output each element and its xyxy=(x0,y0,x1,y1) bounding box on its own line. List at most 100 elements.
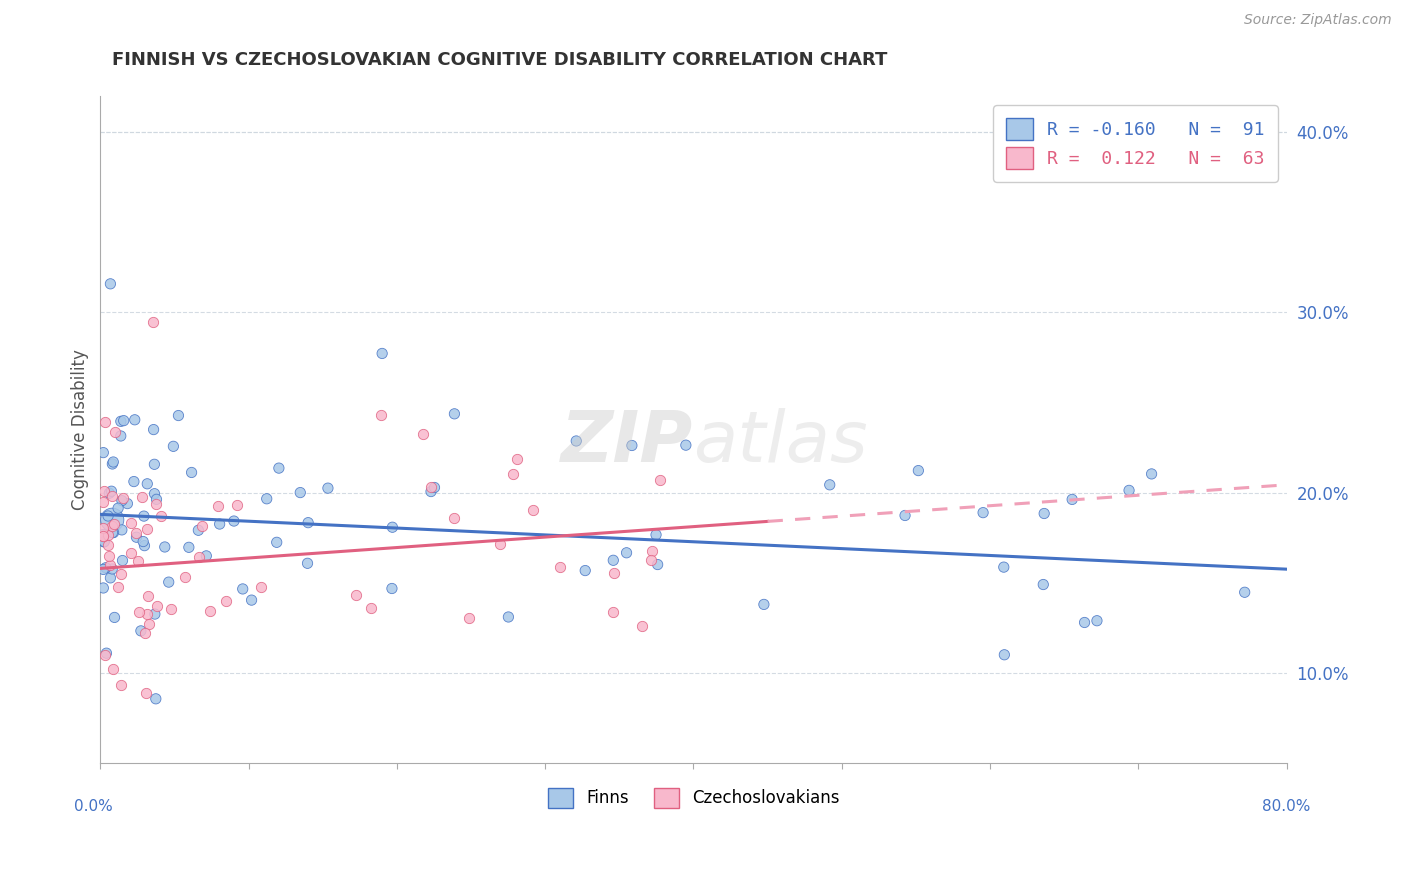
Point xyxy=(1140,467,1163,481)
Point xyxy=(136,589,159,603)
Point xyxy=(616,546,638,560)
Point xyxy=(647,558,669,572)
Point xyxy=(111,553,134,567)
Point xyxy=(522,503,544,517)
Point xyxy=(640,552,662,566)
Point xyxy=(290,485,312,500)
Point xyxy=(602,553,624,567)
Point xyxy=(134,539,156,553)
Point xyxy=(360,600,382,615)
Point xyxy=(675,438,697,452)
Point xyxy=(132,509,155,524)
Legend: Finns, Czechoslovakians: Finns, Czechoslovakians xyxy=(534,774,852,822)
Point xyxy=(120,516,142,531)
Point xyxy=(188,550,211,565)
Point xyxy=(93,534,115,549)
Point xyxy=(101,525,124,540)
Point xyxy=(91,581,114,595)
Point xyxy=(103,610,125,624)
Point xyxy=(91,494,114,508)
Point xyxy=(150,509,173,524)
Point xyxy=(145,492,167,507)
Text: Source: ZipAtlas.com: Source: ZipAtlas.com xyxy=(1244,13,1392,28)
Point xyxy=(98,549,121,563)
Point xyxy=(1118,483,1140,498)
Point xyxy=(101,662,124,676)
Point xyxy=(412,427,434,442)
Point xyxy=(267,461,290,475)
Point xyxy=(111,493,134,508)
Point xyxy=(110,678,132,692)
Point xyxy=(266,535,288,549)
Point xyxy=(136,476,159,491)
Point xyxy=(112,414,135,428)
Point xyxy=(91,521,114,535)
Point xyxy=(136,522,159,536)
Point xyxy=(96,646,118,660)
Point xyxy=(641,543,664,558)
Point xyxy=(143,486,166,500)
Point xyxy=(145,497,167,511)
Point xyxy=(818,478,841,492)
Point xyxy=(122,475,145,489)
Point xyxy=(100,484,122,499)
Point xyxy=(226,498,249,512)
Point xyxy=(125,526,148,541)
Point xyxy=(548,559,571,574)
Point xyxy=(565,434,588,448)
Point xyxy=(100,571,122,585)
Point xyxy=(157,575,180,590)
Point xyxy=(297,557,319,571)
Point xyxy=(177,541,200,555)
Point xyxy=(1032,577,1054,591)
Point xyxy=(110,414,132,428)
Point xyxy=(101,562,124,576)
Point xyxy=(993,648,1015,662)
Point xyxy=(107,580,129,594)
Point xyxy=(93,415,115,429)
Point xyxy=(498,610,520,624)
Point xyxy=(198,604,221,618)
Point xyxy=(457,611,479,625)
Point xyxy=(1233,585,1256,599)
Point xyxy=(97,528,120,542)
Point xyxy=(103,517,125,532)
Point xyxy=(222,514,245,528)
Point xyxy=(145,691,167,706)
Text: FINNISH VS CZECHOSLOVAKIAN COGNITIVE DISABILITY CORRELATION CHART: FINNISH VS CZECHOSLOVAKIAN COGNITIVE DIS… xyxy=(112,52,887,70)
Point xyxy=(993,560,1015,574)
Point xyxy=(111,523,134,537)
Point xyxy=(240,593,263,607)
Point xyxy=(110,567,132,582)
Point xyxy=(91,445,114,459)
Point xyxy=(138,617,160,632)
Point xyxy=(111,491,134,505)
Point xyxy=(101,519,124,533)
Point xyxy=(420,484,443,499)
Point xyxy=(187,523,209,537)
Point xyxy=(602,566,624,581)
Point xyxy=(620,438,643,452)
Point xyxy=(195,549,218,563)
Point xyxy=(129,624,152,638)
Point xyxy=(180,466,202,480)
Point xyxy=(91,529,114,543)
Text: ZIP: ZIP xyxy=(561,409,693,477)
Point xyxy=(142,315,165,329)
Point xyxy=(316,481,339,495)
Point xyxy=(143,607,166,621)
Point xyxy=(117,497,139,511)
Point xyxy=(602,605,624,619)
Point xyxy=(98,558,121,572)
Point xyxy=(91,529,114,543)
Point xyxy=(132,534,155,549)
Point xyxy=(120,546,142,560)
Point xyxy=(101,457,124,471)
Point xyxy=(91,527,114,541)
Point xyxy=(650,473,672,487)
Point xyxy=(167,409,190,423)
Point xyxy=(215,594,238,608)
Point xyxy=(344,588,367,602)
Point xyxy=(91,562,114,576)
Point xyxy=(93,484,115,499)
